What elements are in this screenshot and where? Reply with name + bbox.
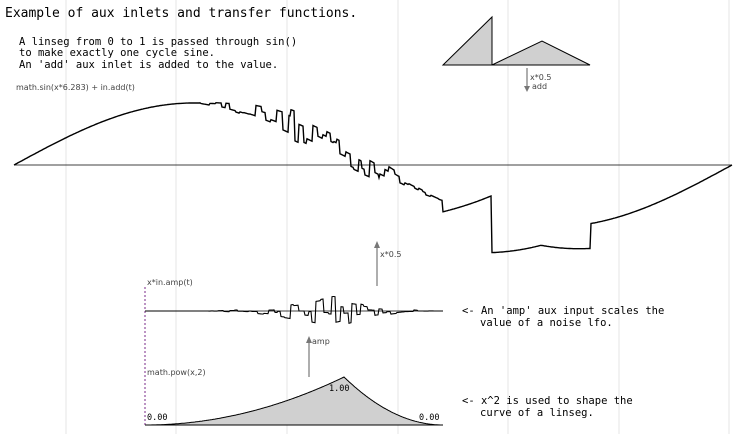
pow-left-value: 0.00 (147, 413, 167, 423)
main-waveform (13, 101, 733, 254)
intro-line-3: An 'add' aux inlet is added to the value… (19, 59, 278, 71)
pow-note-line-1: <- x^2 is used to shape the (462, 395, 633, 407)
pow-note-line-2: curve of a linseg. (480, 407, 594, 419)
add-inlet-label: add (532, 82, 547, 91)
add-arrow (524, 68, 530, 92)
amp-expression-label: x*in.amp(t) (147, 278, 193, 287)
scale-label: x*0.5 (380, 250, 401, 259)
pow-peak-value: 1.00 (329, 384, 349, 394)
pow-linseg-shape (145, 376, 443, 426)
add-scale-label: x*0.5 (530, 73, 551, 82)
amp-arrow (306, 336, 312, 377)
intro-line-1: A linseg from 0 to 1 is passed through s… (19, 36, 297, 48)
amp-inlet-label: amp (312, 337, 330, 346)
pow-expression-label: math.pow(x,2) (147, 368, 206, 377)
amp-note-line-1: <- An 'amp' aux input scales the (462, 305, 664, 317)
scale-arrow (374, 241, 380, 286)
pow-right-value: 0.00 (419, 413, 439, 423)
amp-note-line-2: value of a noise lfo. (480, 317, 613, 329)
intro-line-2: to make exactly one cycle sine. (19, 47, 215, 59)
add-lfo-shape (441, 15, 591, 66)
page-title: Example of aux inlets and transfer funct… (5, 6, 357, 21)
noise-lfo (145, 295, 443, 325)
main-expression-label: math.sin(x*6.283) + in.add(t) (16, 83, 135, 92)
